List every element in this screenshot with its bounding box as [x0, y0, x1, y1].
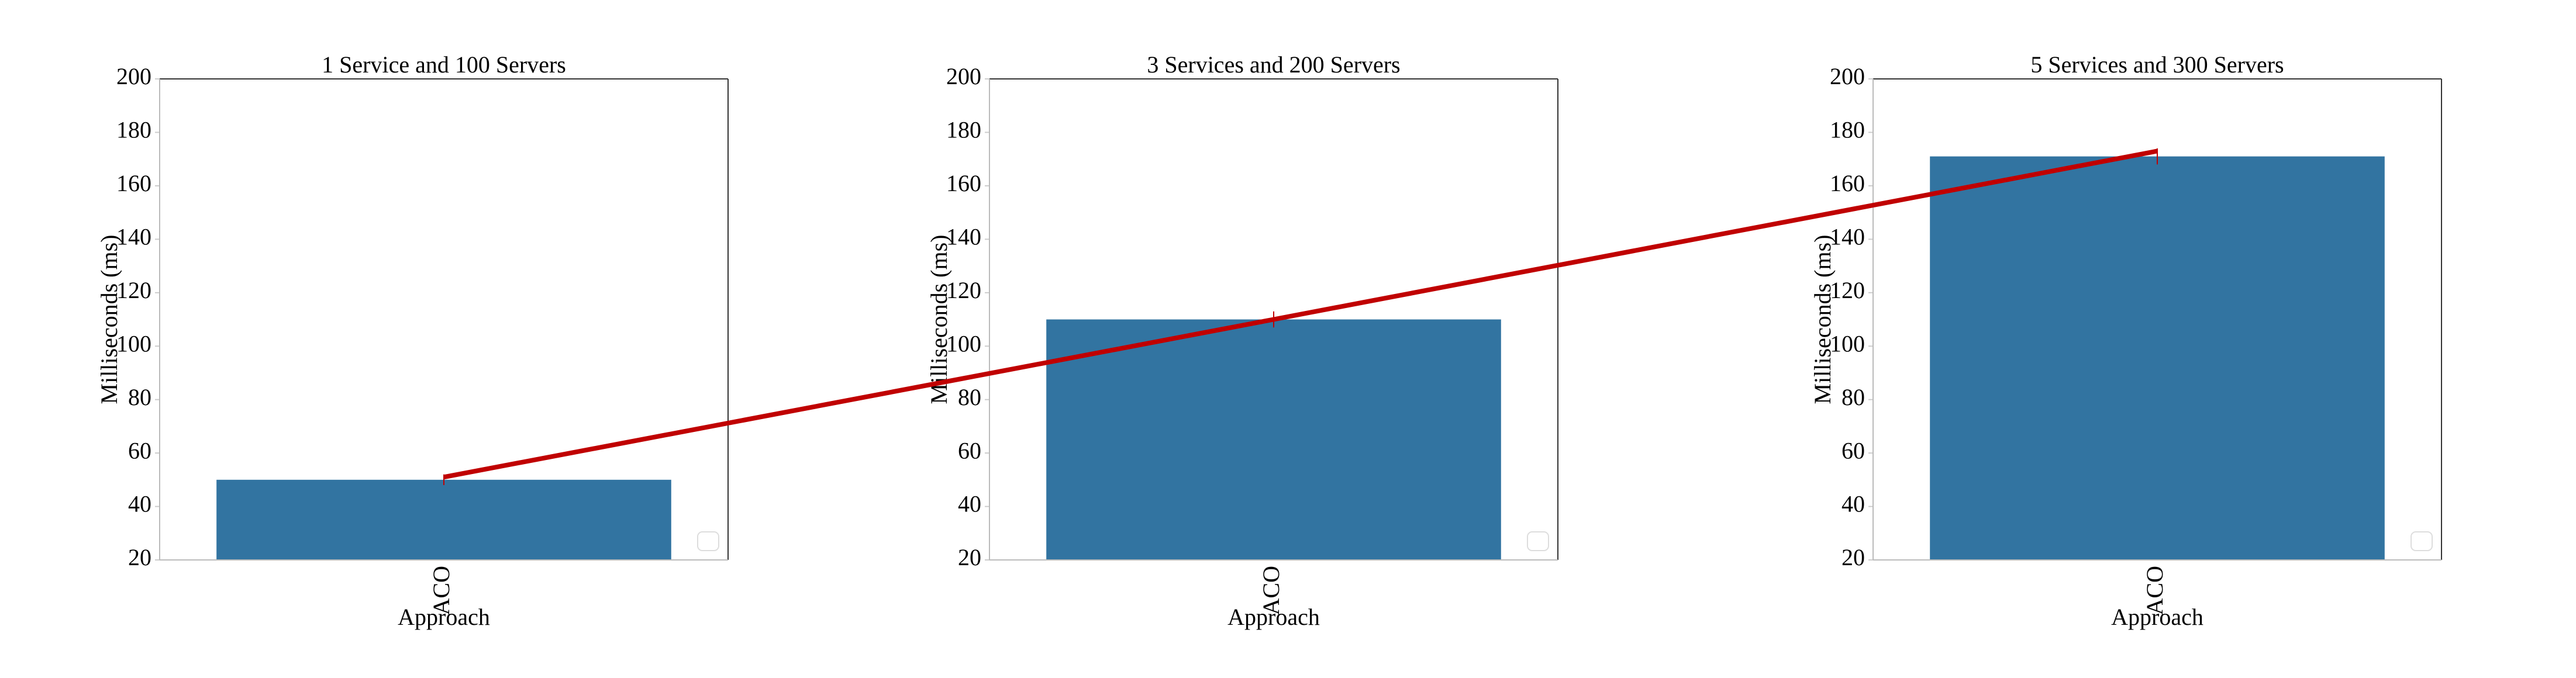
bar	[216, 479, 671, 560]
x-tick-label: ACO	[428, 566, 454, 615]
y-tick-label: 160	[116, 170, 151, 196]
y-tick-label: 20	[1842, 544, 1865, 570]
y-tick-label: 80	[1842, 384, 1865, 410]
y-tick-label: 80	[128, 384, 151, 410]
y-tick-label: 120	[946, 277, 981, 303]
y-tick-label: 180	[1830, 117, 1865, 143]
legend	[697, 531, 719, 551]
y-tick-label: 100	[1830, 330, 1865, 357]
bar	[1930, 156, 2385, 560]
y-tick-label: 40	[128, 491, 151, 517]
x-tick-label: ACO	[1258, 566, 1284, 615]
y-tick-label: 40	[958, 491, 981, 517]
legend	[1527, 531, 1549, 551]
x-axis-label: Approach	[2111, 604, 2203, 630]
legend	[2411, 531, 2433, 551]
y-tick-label: 100	[946, 330, 981, 357]
y-tick-label: 60	[1842, 437, 1865, 463]
y-tick-label: 160	[946, 170, 981, 196]
y-tick-label: 40	[1842, 491, 1865, 517]
y-tick-label: 100	[116, 330, 151, 357]
x-axis-label: Approach	[398, 604, 490, 630]
y-tick-label: 200	[946, 63, 981, 89]
x-axis-label: Approach	[1227, 604, 1320, 630]
chart-title: 1 Service and 100 Servers	[322, 51, 566, 78]
y-tick-label: 140	[116, 224, 151, 250]
y-tick-label: 200	[116, 63, 151, 89]
y-tick-label: 60	[128, 437, 151, 463]
y-tick-label: 140	[946, 224, 981, 250]
chart-title: 5 Services and 300 Servers	[2030, 51, 2284, 78]
y-tick-label: 160	[1830, 170, 1865, 196]
y-tick-label: 80	[958, 384, 981, 410]
y-tick-label: 200	[1830, 63, 1865, 89]
y-tick-label: 20	[128, 544, 151, 570]
x-tick-label: ACO	[2142, 566, 2168, 615]
y-tick-label: 180	[946, 117, 981, 143]
y-tick-label: 20	[958, 544, 981, 570]
bar	[1046, 319, 1501, 560]
y-axis-label: Milliseconds (ms)	[926, 235, 952, 404]
y-tick-label: 120	[116, 277, 151, 303]
chart-title: 3 Services and 200 Servers	[1147, 51, 1400, 78]
y-tick-label: 120	[1830, 277, 1865, 303]
y-tick-label: 60	[958, 437, 981, 463]
trend-line	[443, 148, 2158, 480]
y-axis-label: Milliseconds (ms)	[1809, 235, 1836, 404]
y-axis-label: Milliseconds (ms)	[96, 235, 122, 404]
y-tick-label: 140	[1830, 224, 1865, 250]
y-tick-label: 180	[116, 117, 151, 143]
